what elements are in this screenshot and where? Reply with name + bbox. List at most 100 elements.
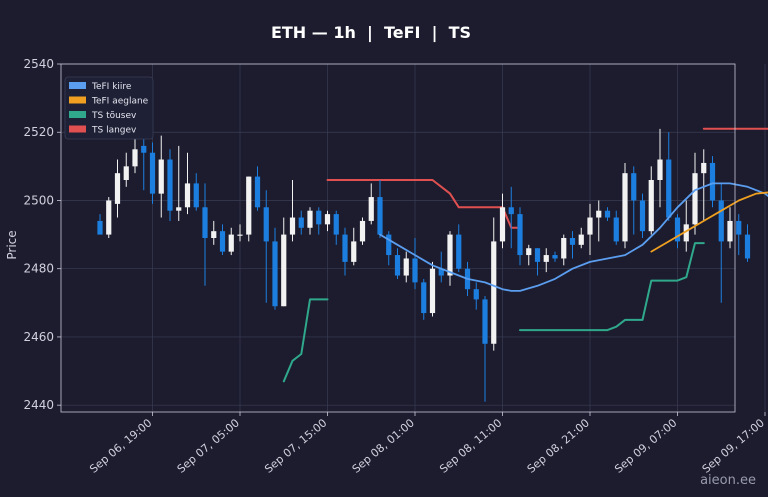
candle-body: [421, 282, 427, 314]
legend-label: TeFI kiire: [91, 82, 132, 92]
candle-body: [692, 173, 698, 225]
candle-body: [114, 173, 121, 204]
candle-body: [473, 289, 479, 300]
legend-swatch: [69, 96, 86, 104]
candle-body: [123, 166, 129, 180]
candle-body: [307, 210, 313, 228]
candle-body: [106, 200, 112, 235]
candle-body: [596, 210, 602, 218]
candle-body: [167, 159, 173, 211]
candle-body: [158, 159, 164, 194]
candle-body: [482, 299, 488, 344]
candle-body: [351, 241, 357, 262]
candle-body: [386, 234, 392, 256]
candle-body: [359, 220, 366, 242]
legend-label: TS langev: [91, 126, 137, 136]
candle-body: [683, 224, 689, 242]
candle-body: [447, 234, 453, 276]
series-line-ts-t-usev: [519, 242, 705, 332]
candle-body: [718, 200, 724, 242]
y-tick-label: 2500: [23, 193, 54, 207]
y-tick-label: 2520: [23, 125, 54, 139]
candle-body: [132, 149, 138, 167]
candle-body: [368, 197, 374, 221]
candle-body: [744, 234, 751, 259]
plot-frame: [60, 63, 736, 413]
candle-body: [701, 162, 707, 174]
series-upper-layer: [379, 182, 768, 292]
candle-body: [552, 255, 558, 259]
candle-body: [149, 152, 156, 194]
candle-body: [561, 238, 567, 259]
candle-body: [517, 214, 523, 256]
legend-swatch: [69, 125, 86, 133]
candle-body: [263, 207, 269, 242]
candle-body: [499, 207, 506, 242]
candle-body: [587, 217, 593, 235]
candle-body: [394, 255, 401, 276]
candle-body: [736, 220, 742, 235]
candle-body: [97, 220, 103, 235]
candle-body: [456, 234, 462, 269]
candle-body: [281, 234, 287, 307]
candle-body: [246, 176, 252, 235]
y-tick-label: 2440: [23, 398, 54, 412]
legend-swatch: [69, 111, 86, 118]
candle-body: [709, 162, 716, 201]
candle-body: [631, 173, 637, 201]
candle-body: [604, 210, 611, 218]
candle-body: [526, 248, 532, 256]
series-line-ts-t-usev: [282, 298, 329, 383]
candle-body: [193, 183, 199, 208]
candle-body: [674, 217, 681, 242]
candle-body: [324, 214, 331, 225]
candle-body: [727, 220, 733, 242]
candle-body: [211, 231, 217, 238]
candle-body: [254, 176, 261, 208]
candle-body: [578, 234, 584, 245]
y-tick-label: 2540: [23, 57, 54, 71]
candle-body: [438, 268, 444, 276]
watermark: aieon.ee: [700, 473, 756, 488]
candle-body: [613, 217, 619, 242]
candle-body: [333, 214, 339, 235]
candle-body: [272, 241, 278, 307]
candle-body: [648, 180, 654, 232]
candle-body: [202, 207, 208, 238]
candle-body: [491, 241, 497, 344]
candle-body: [219, 231, 226, 252]
candle-body: [508, 207, 514, 215]
candle-body: [342, 234, 348, 262]
candle-body: [412, 258, 418, 283]
y-tick-label: 2460: [23, 330, 54, 344]
chart-title: ETH — 1h | TeFI | TS: [271, 23, 471, 43]
candle-body: [403, 258, 409, 276]
candle-body: [534, 248, 541, 262]
candle-body: [657, 159, 663, 180]
candle-body: [298, 217, 304, 228]
candle-body: [176, 207, 182, 211]
candle-body: [289, 217, 296, 235]
candle-body: [569, 238, 576, 245]
candle-body: [377, 197, 383, 235]
candle-body: [184, 183, 191, 208]
y-tick-label: 2480: [23, 262, 54, 276]
legend-swatch: [69, 82, 86, 89]
candle-body: [666, 159, 672, 218]
legend: TeFI kiire TeFI aeglane TS tõusev TS langev: [64, 76, 154, 140]
candle-body: [141, 145, 147, 153]
candle-body: [622, 173, 628, 242]
y-axis-label: Price: [5, 230, 19, 259]
candle-body: [639, 200, 646, 232]
candle-body: [228, 234, 234, 252]
candle-body: [429, 268, 436, 314]
candle-body: [316, 210, 322, 225]
legend-box: [64, 76, 154, 140]
candle-body: [543, 255, 549, 262]
candle-body: [237, 234, 243, 236]
legend-label: TS tõusev: [91, 111, 137, 121]
legend-label: TeFI aeglane: [91, 97, 149, 107]
series-line-tefi-aeglane: [650, 191, 768, 253]
